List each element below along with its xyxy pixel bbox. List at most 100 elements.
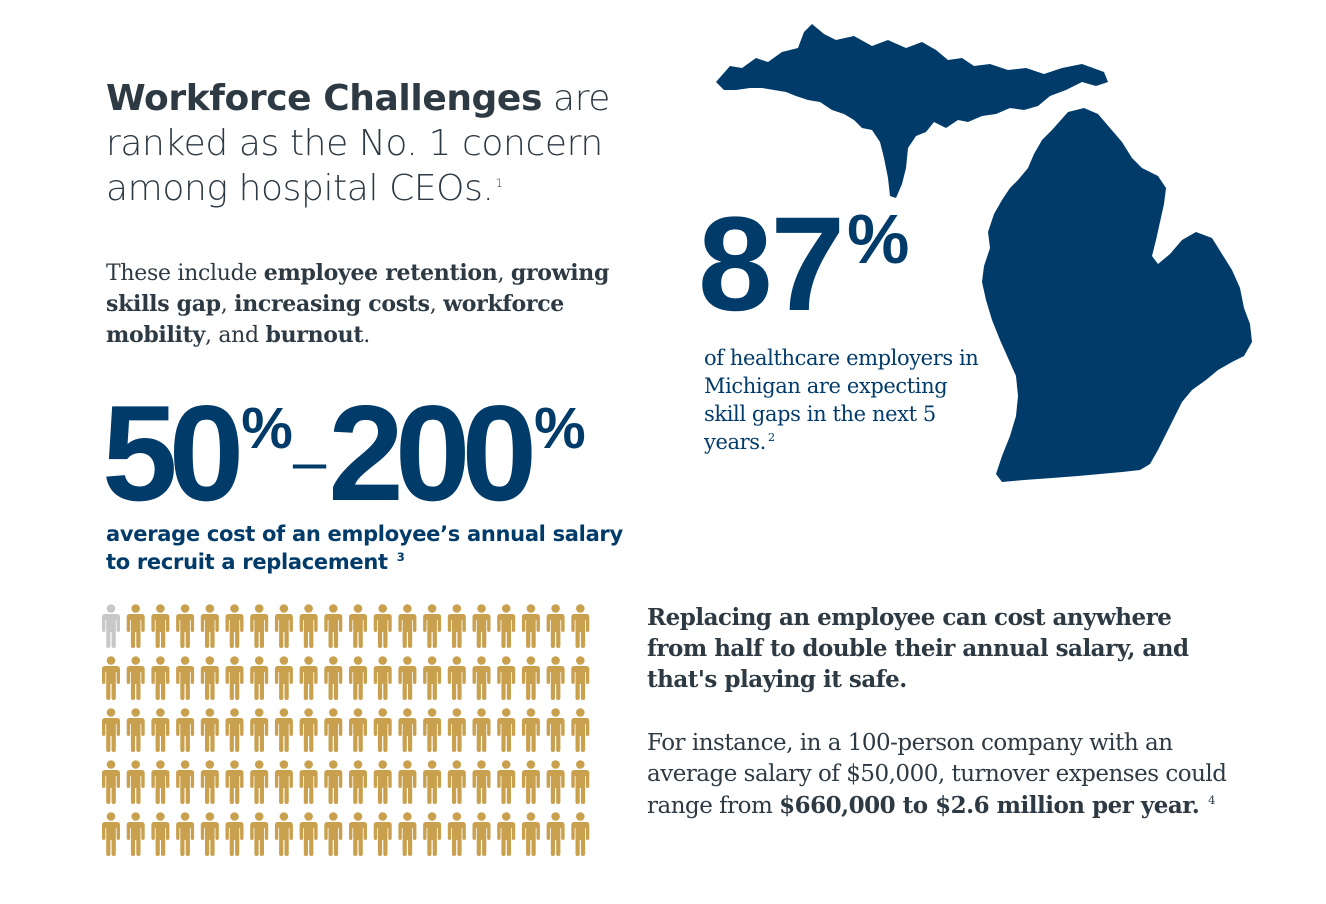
person-icon xyxy=(447,812,466,856)
person-icon xyxy=(447,656,466,700)
footnote-4: 4 xyxy=(1208,793,1215,808)
headline: Workforce Challenges are ranked as the N… xyxy=(106,76,626,211)
person-icon xyxy=(472,812,491,856)
footnote-2: 2 xyxy=(767,430,775,444)
intro-paragraph: These include employee retention, growin… xyxy=(106,258,626,351)
person-icon xyxy=(521,708,540,752)
person-icon xyxy=(472,656,491,700)
person-icon xyxy=(398,760,417,804)
person-icon xyxy=(423,812,442,856)
instance-paragraph: For instance, in a 100-person company wi… xyxy=(647,728,1237,822)
person-icon xyxy=(274,708,293,752)
person-icon xyxy=(447,604,466,648)
intro-text: , and xyxy=(204,323,266,348)
person-icon xyxy=(423,760,442,804)
person-icon xyxy=(225,656,244,700)
person-icon xyxy=(423,604,442,648)
person-icon xyxy=(423,708,442,752)
person-icon xyxy=(546,812,565,856)
person-icon xyxy=(373,604,392,648)
headline-strong: Workforce Challenges xyxy=(106,78,542,119)
range-high-percent: % xyxy=(534,396,586,461)
stat-87: 87 % xyxy=(698,198,910,332)
person-icon xyxy=(521,656,540,700)
person-icon xyxy=(447,708,466,752)
intro-text: , xyxy=(220,292,235,317)
person-icon xyxy=(250,708,269,752)
person-icon xyxy=(349,604,367,648)
stat-87-percent: % xyxy=(847,200,910,278)
person-icon xyxy=(571,812,590,856)
person-icon xyxy=(151,708,170,752)
footnote-1: 1 xyxy=(495,176,503,190)
person-icon xyxy=(299,760,318,804)
person-icon xyxy=(200,760,219,804)
instance-range: $660,000 to $2.6 million per year. xyxy=(779,792,1200,819)
person-icon xyxy=(299,708,318,752)
person-icon xyxy=(126,708,145,752)
person-icon xyxy=(571,708,590,752)
intro-skills-gap: growing skills gap xyxy=(106,260,610,317)
person-icon xyxy=(447,760,466,804)
intro-burnout: burnout xyxy=(265,322,364,348)
person-icon xyxy=(299,812,318,856)
intro-text: . xyxy=(363,323,370,348)
person-icon xyxy=(176,604,195,648)
person-icon xyxy=(225,812,244,856)
person-icon xyxy=(102,812,120,856)
person-icon xyxy=(274,812,293,856)
person-icon xyxy=(102,656,120,700)
person-icon xyxy=(497,708,516,752)
person-icon xyxy=(274,604,293,648)
person-icon xyxy=(250,812,269,856)
range-stat: 50 % – 200 % xyxy=(102,377,622,529)
person-icon xyxy=(497,760,516,804)
lower-peninsula xyxy=(982,108,1252,482)
person-icon xyxy=(151,604,170,648)
person-icon xyxy=(373,760,392,804)
intro-retention: employee retention xyxy=(263,260,498,286)
upper-peninsula xyxy=(716,24,1108,198)
person-icon xyxy=(176,760,195,804)
person-icon xyxy=(398,604,417,648)
stat-87-caption: of healthcare employers in Michigan are … xyxy=(704,344,994,456)
person-icon xyxy=(225,604,244,648)
instance-text: For instance, in a 100-person company wi… xyxy=(647,730,1227,819)
person-icon xyxy=(274,760,293,804)
range-low-percent: % xyxy=(241,396,293,461)
person-icon xyxy=(521,812,540,856)
people-grid-svg xyxy=(102,604,590,856)
person-icon xyxy=(250,656,269,700)
person-icon xyxy=(200,604,219,648)
person-icon xyxy=(200,656,219,700)
person-icon xyxy=(250,604,269,648)
person-icon xyxy=(398,656,417,700)
person-icon xyxy=(571,656,590,700)
intro-text: , xyxy=(429,292,444,317)
intro-mobility: workforce mobility xyxy=(106,291,565,348)
person-icon xyxy=(200,708,219,752)
person-icon xyxy=(349,708,367,752)
person-icon xyxy=(472,760,491,804)
person-icon xyxy=(299,604,318,648)
people-grid xyxy=(101,604,595,860)
person-icon xyxy=(398,708,417,752)
person-icon xyxy=(349,812,367,856)
person-icon xyxy=(151,760,170,804)
person-icon xyxy=(200,812,219,856)
person-icon xyxy=(546,708,565,752)
person-icon xyxy=(472,708,491,752)
replace-paragraph: Replacing an employee can cost anywhere … xyxy=(647,604,1189,693)
range-low: 50 xyxy=(102,377,244,529)
person-icon xyxy=(349,760,367,804)
person-icon xyxy=(497,604,516,648)
person-icon xyxy=(299,656,318,700)
person-icon xyxy=(176,708,195,752)
person-icon xyxy=(126,812,145,856)
person-icon xyxy=(324,708,343,752)
person-icon xyxy=(571,760,590,804)
person-icon xyxy=(398,812,417,856)
person-icon xyxy=(546,604,565,648)
person-icon xyxy=(102,760,120,804)
person-icon xyxy=(324,760,343,804)
